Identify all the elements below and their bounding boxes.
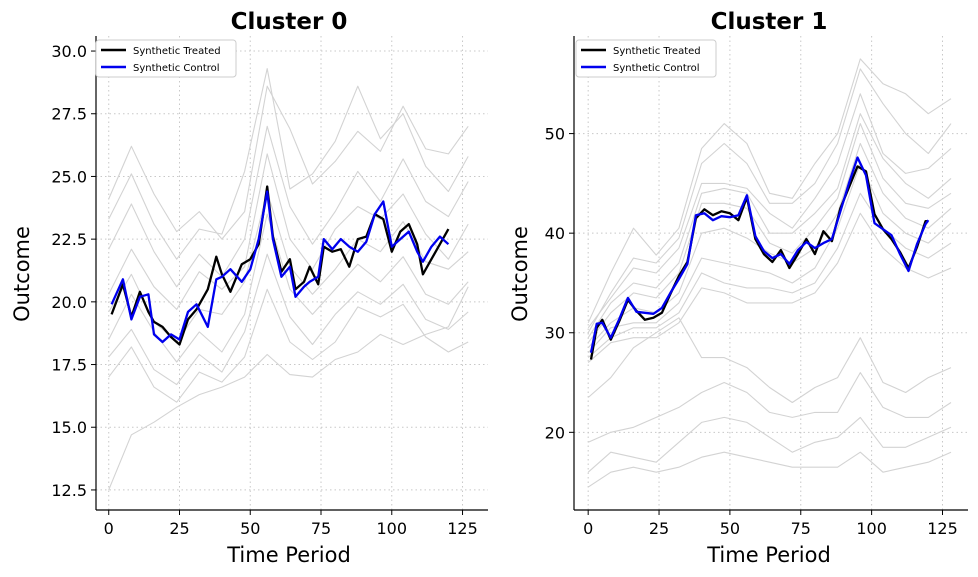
x-tick-label: 50	[240, 519, 260, 538]
y-tick-label: 40	[545, 224, 565, 243]
series-line-donor-4	[587, 93, 952, 329]
series-line-donor-5	[587, 113, 952, 338]
x-tick-label: 125	[927, 519, 958, 538]
series-line-donor-6	[587, 123, 952, 344]
legend-label-synthetic-control: Synthetic Control	[613, 63, 700, 74]
legend-label-synthetic-control: Synthetic Control	[133, 63, 220, 74]
chart-title: Cluster 0	[231, 9, 348, 35]
series-line-donor-13	[587, 416, 952, 473]
y-tick-label: 25.0	[51, 167, 87, 186]
series-line-donor-9	[108, 288, 469, 403]
series-line-donor-11	[587, 317, 952, 404]
x-tick-label: 25	[169, 519, 189, 538]
series-line-donor-14	[587, 451, 952, 488]
x-axis-label: Time Period	[226, 543, 351, 567]
series-line-synthetic-control	[589, 156, 930, 353]
y-tick-label: 30	[545, 324, 565, 343]
x-tick-label: 75	[791, 519, 811, 538]
y-tick-label: 12.5	[51, 481, 87, 500]
series-line-donor-2	[587, 58, 952, 324]
y-axis-label: Outcome	[508, 226, 532, 322]
series-line-donor-8	[587, 162, 952, 354]
series-line-donor-8	[108, 253, 469, 386]
chart-panel-cluster-0: 0 25 50 75 100 125 12.5 15.0 17.5 20.0 22.5 25.0 27.…	[10, 9, 488, 567]
x-tick-label: 100	[376, 519, 407, 538]
series-line-donor-4	[108, 125, 469, 288]
x-axis-label: Time Period	[706, 543, 831, 567]
series-line-donor-10	[108, 286, 469, 491]
y-tick-label: 20	[545, 423, 565, 442]
legend: Synthetic Treated Synthetic Control	[575, 39, 717, 78]
series-line-synthetic-treated	[589, 165, 929, 360]
y-tick-label: 15.0	[51, 418, 87, 437]
y-tick-label: 17.5	[51, 356, 87, 375]
series-line-donor-7	[108, 213, 469, 363]
x-tick-label: 0	[104, 519, 114, 538]
series-line-synthetic-control	[110, 190, 450, 344]
legend-label-synthetic-treated: Synthetic Treated	[133, 46, 221, 57]
legend-label-synthetic-treated: Synthetic Treated	[613, 46, 701, 57]
y-axis-label: Outcome	[10, 226, 34, 322]
x-tick-label: 0	[583, 519, 593, 538]
x-tick-label: 25	[649, 519, 669, 538]
y-tick-label: 20.0	[51, 293, 87, 312]
y-tick-label: 27.5	[51, 105, 87, 124]
series-line-donor-3	[587, 68, 952, 333]
y-tick-label: 22.5	[51, 230, 87, 249]
y-tick-label: 50	[545, 125, 565, 144]
x-tick-label: 125	[447, 519, 478, 538]
legend: Synthetic Treated Synthetic Control	[95, 39, 237, 78]
chart-panel-cluster-1: 0 25 50 75 100 125 20 30 40 50 Cluster 1 Time Per…	[508, 9, 968, 567]
series-line-donor-5	[108, 153, 469, 310]
y-tick-label: 30.0	[51, 42, 87, 61]
series-line-donor-12	[587, 372, 952, 443]
x-tick-label: 100	[856, 519, 887, 538]
series-line-donor-7	[587, 142, 952, 349]
series-line-donor-2	[108, 85, 469, 240]
x-tick-label: 50	[720, 519, 740, 538]
series-line-donor-3	[108, 68, 469, 260]
chart-title: Cluster 1	[711, 9, 828, 35]
x-tick-label: 75	[311, 519, 331, 538]
